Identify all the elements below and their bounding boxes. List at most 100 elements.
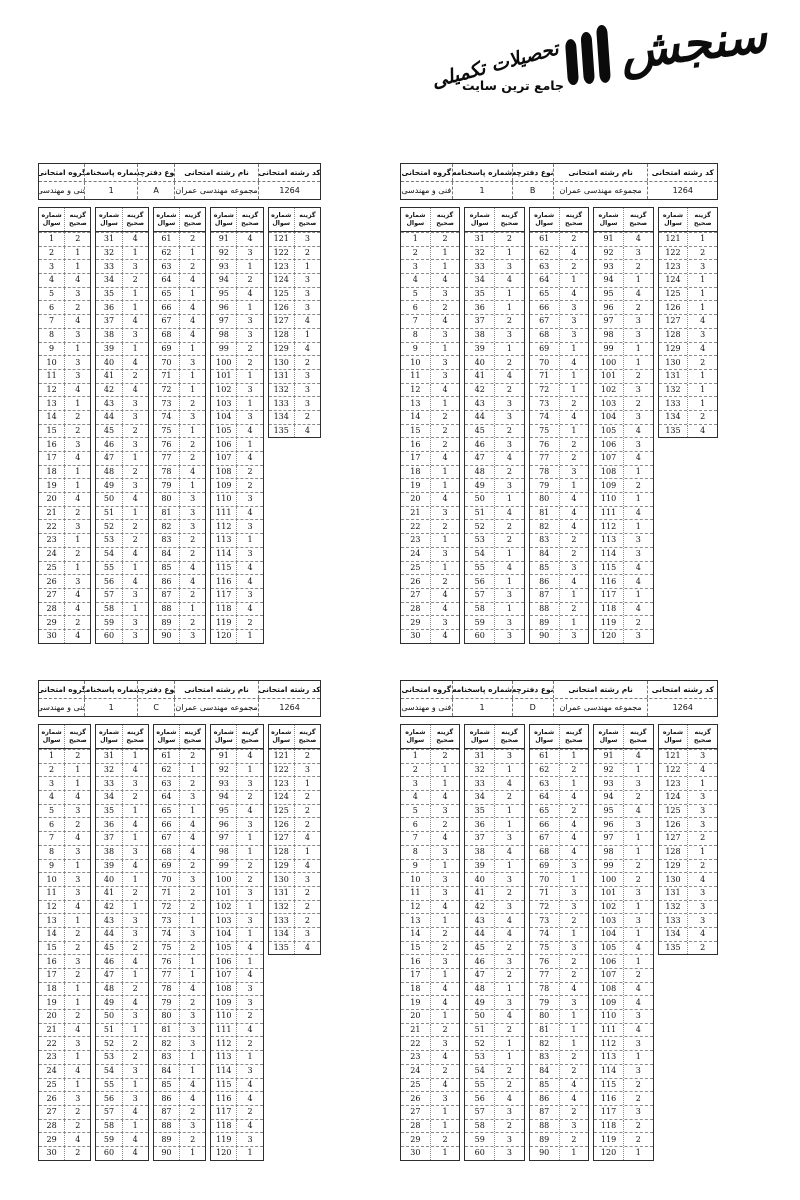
answer-row: 111 4 xyxy=(211,1022,263,1037)
answer-row: 83 2 xyxy=(529,533,589,547)
question-number-cell: 63 xyxy=(539,261,550,271)
answer-cell: 1 xyxy=(121,873,148,886)
correct-option-header: گزینه صحیح xyxy=(236,208,262,231)
question-number-cell: 5 xyxy=(49,289,55,299)
answer-row: 62 1 xyxy=(153,762,206,777)
question-number-cell: 80 xyxy=(539,1011,550,1021)
question-number-cell: 118 xyxy=(600,1120,617,1130)
answer-cell: 3 xyxy=(64,804,90,818)
answer-row: 14 2 xyxy=(401,409,460,424)
answer-row: 26 3 xyxy=(39,574,91,588)
answer-cell: 1 xyxy=(429,246,460,260)
answer-cell: 1 xyxy=(236,1146,262,1160)
answer-row: 71 3 xyxy=(529,885,589,900)
answer-row: 94 1 xyxy=(594,273,653,287)
answer-cell: 1 xyxy=(179,369,205,383)
question-number-cell: 5 xyxy=(49,806,55,816)
question-number-cell: 51 xyxy=(474,1025,485,1035)
answer-row: 29 2 xyxy=(401,1132,460,1146)
question-number-cell: 109 xyxy=(216,997,232,1007)
answer-row: 45 2 xyxy=(96,940,148,955)
answer-cell: 4 xyxy=(121,233,148,246)
answer-cell: 2 xyxy=(236,1105,262,1119)
answer-key-table-booklet-a: کد رشته امتحانی نام رشته امتحانی نوع دفت… xyxy=(38,163,322,644)
question-number-cell: 67 xyxy=(539,833,550,843)
answer-cell: 2 xyxy=(64,616,90,629)
answer-cell: 3 xyxy=(121,1064,148,1078)
question-number-cell: 91 xyxy=(218,234,229,244)
answer-row: 40 4 xyxy=(96,355,148,369)
answer-row: 76 2 xyxy=(153,437,206,451)
answer-cell: 3 xyxy=(622,886,653,900)
question-number-cell: 125 xyxy=(665,289,681,299)
question-number-cell: 105 xyxy=(600,942,617,952)
answer-cell: 3 xyxy=(622,818,653,832)
question-number-cell: 11 xyxy=(410,888,421,898)
question-number-cell: 38 xyxy=(103,330,115,340)
answer-cell: 3 xyxy=(236,383,262,397)
question-number-cell: 67 xyxy=(539,316,550,326)
answer-column-pair: شماره سوال گزینه صحیح 61 2 62 1 63 2 64 4 65 1 66 4 67… xyxy=(152,207,207,644)
answer-row: 69 2 xyxy=(153,858,206,873)
question-number-cell: 100 xyxy=(600,357,617,367)
answer-row: 122 3 xyxy=(268,762,321,777)
answer-row: 16 3 xyxy=(39,437,91,451)
meta-label-row: کد رشته امتحانی نام رشته امتحانی نوع دفت… xyxy=(401,164,717,182)
answer-cell: 4 xyxy=(622,982,653,996)
answer-row: 113 1 xyxy=(211,1050,263,1064)
answer-row: 105 4 xyxy=(211,423,263,438)
answer-cell: 3 xyxy=(236,1133,262,1146)
answer-cell: 1 xyxy=(236,763,262,777)
question-number-cell: 76 xyxy=(161,956,172,966)
question-number-cell: 69 xyxy=(539,343,550,353)
question-number-cell: 53 xyxy=(474,1052,485,1062)
answer-cell: 1 xyxy=(179,424,205,438)
answer-cell: 1 xyxy=(622,927,653,941)
question-number-cell: 48 xyxy=(103,984,115,994)
question-number-cell: 83 xyxy=(161,535,172,545)
answer-cell: 2 xyxy=(64,750,90,763)
answer-row: 120 1 xyxy=(211,628,263,643)
question-number-cell: 36 xyxy=(474,819,485,829)
answer-row: 23 1 xyxy=(39,533,91,547)
answer-cell: 3 xyxy=(236,328,262,342)
question-number-cell: 86 xyxy=(539,576,550,586)
answer-cell: 4 xyxy=(179,1078,205,1092)
answer-row: 23 4 xyxy=(401,1050,460,1064)
question-number-header: شماره سوال xyxy=(534,729,555,744)
answer-cell: 3 xyxy=(64,356,90,369)
answer-row: 32 1 xyxy=(465,245,524,260)
answer-row: 94 2 xyxy=(211,273,263,287)
answer-row: 39 1 xyxy=(96,341,148,356)
answer-cell: 4 xyxy=(429,588,460,602)
answer-cell: 3 xyxy=(622,1105,653,1119)
answer-cell: 2 xyxy=(179,260,205,274)
answer-row: 41 4 xyxy=(465,368,524,383)
answer-cell: 4 xyxy=(558,410,589,424)
answer-cell: 4 xyxy=(558,791,589,804)
question-number-header: شماره سوال xyxy=(213,212,234,227)
answer-row: 31 3 xyxy=(465,749,524,763)
question-number-cell: 126 xyxy=(273,819,289,829)
question-number-cell: 126 xyxy=(665,302,681,312)
answer-cell: 4 xyxy=(622,287,653,301)
answer-cell: 1 xyxy=(558,777,589,791)
answer-row: 99 2 xyxy=(211,858,263,873)
answer-cell: 3 xyxy=(121,397,148,410)
question-number-cell: 135 xyxy=(665,425,681,435)
answer-row: 105 4 xyxy=(594,940,653,955)
answer-sheet-no-label: شماره پاسخنامه xyxy=(84,681,137,698)
answer-column-header-row: شماره سوال گزینه صحیح xyxy=(211,725,263,749)
answer-row: 54 4 xyxy=(96,546,148,561)
booklet-type-value: C xyxy=(137,699,174,716)
question-number-cell: 90 xyxy=(539,631,550,641)
answer-row: 45 2 xyxy=(465,423,524,438)
answer-cell: 1 xyxy=(236,397,262,410)
question-number-cell: 42 xyxy=(474,384,485,394)
answer-row: 51 1 xyxy=(96,505,148,520)
answer-cell: 1 xyxy=(622,493,653,506)
answer-row: 117 1 xyxy=(594,587,653,602)
answer-cell: 4 xyxy=(64,900,90,914)
answer-row: 60 3 xyxy=(465,628,524,643)
question-number-cell: 30 xyxy=(410,1148,421,1158)
